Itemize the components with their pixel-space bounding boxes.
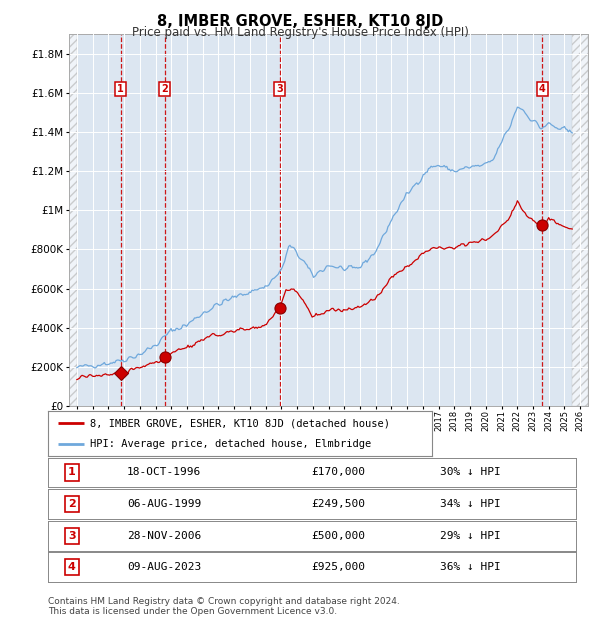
- Text: 30% ↓ HPI: 30% ↓ HPI: [440, 467, 501, 477]
- Text: 3: 3: [68, 531, 76, 541]
- Text: 2: 2: [161, 84, 168, 94]
- Bar: [69, 34, 77, 406]
- Text: 4: 4: [539, 84, 546, 94]
- Text: 18-OCT-1996: 18-OCT-1996: [127, 467, 201, 477]
- Text: 1: 1: [68, 467, 76, 477]
- Text: 2: 2: [68, 499, 76, 509]
- Text: 34% ↓ HPI: 34% ↓ HPI: [440, 499, 501, 509]
- Text: 1: 1: [118, 84, 124, 94]
- Text: 28-NOV-2006: 28-NOV-2006: [127, 531, 201, 541]
- Text: HPI: Average price, detached house, Elmbridge: HPI: Average price, detached house, Elmb…: [90, 438, 371, 449]
- Text: 4: 4: [68, 562, 76, 572]
- Text: 36% ↓ HPI: 36% ↓ HPI: [440, 562, 501, 572]
- Text: £500,000: £500,000: [311, 531, 365, 541]
- Text: 09-AUG-2023: 09-AUG-2023: [127, 562, 201, 572]
- Text: 8, IMBER GROVE, ESHER, KT10 8JD: 8, IMBER GROVE, ESHER, KT10 8JD: [157, 14, 443, 29]
- Text: Price paid vs. HM Land Registry's House Price Index (HPI): Price paid vs. HM Land Registry's House …: [131, 26, 469, 39]
- Text: £249,500: £249,500: [311, 499, 365, 509]
- Text: £170,000: £170,000: [311, 467, 365, 477]
- Text: This data is licensed under the Open Government Licence v3.0.: This data is licensed under the Open Gov…: [48, 606, 337, 616]
- Text: 8, IMBER GROVE, ESHER, KT10 8JD (detached house): 8, IMBER GROVE, ESHER, KT10 8JD (detache…: [90, 418, 390, 428]
- Text: £925,000: £925,000: [311, 562, 365, 572]
- Text: 3: 3: [277, 84, 283, 94]
- Text: 06-AUG-1999: 06-AUG-1999: [127, 499, 201, 509]
- Text: 29% ↓ HPI: 29% ↓ HPI: [440, 531, 501, 541]
- Text: Contains HM Land Registry data © Crown copyright and database right 2024.: Contains HM Land Registry data © Crown c…: [48, 597, 400, 606]
- Bar: [572, 34, 588, 406]
